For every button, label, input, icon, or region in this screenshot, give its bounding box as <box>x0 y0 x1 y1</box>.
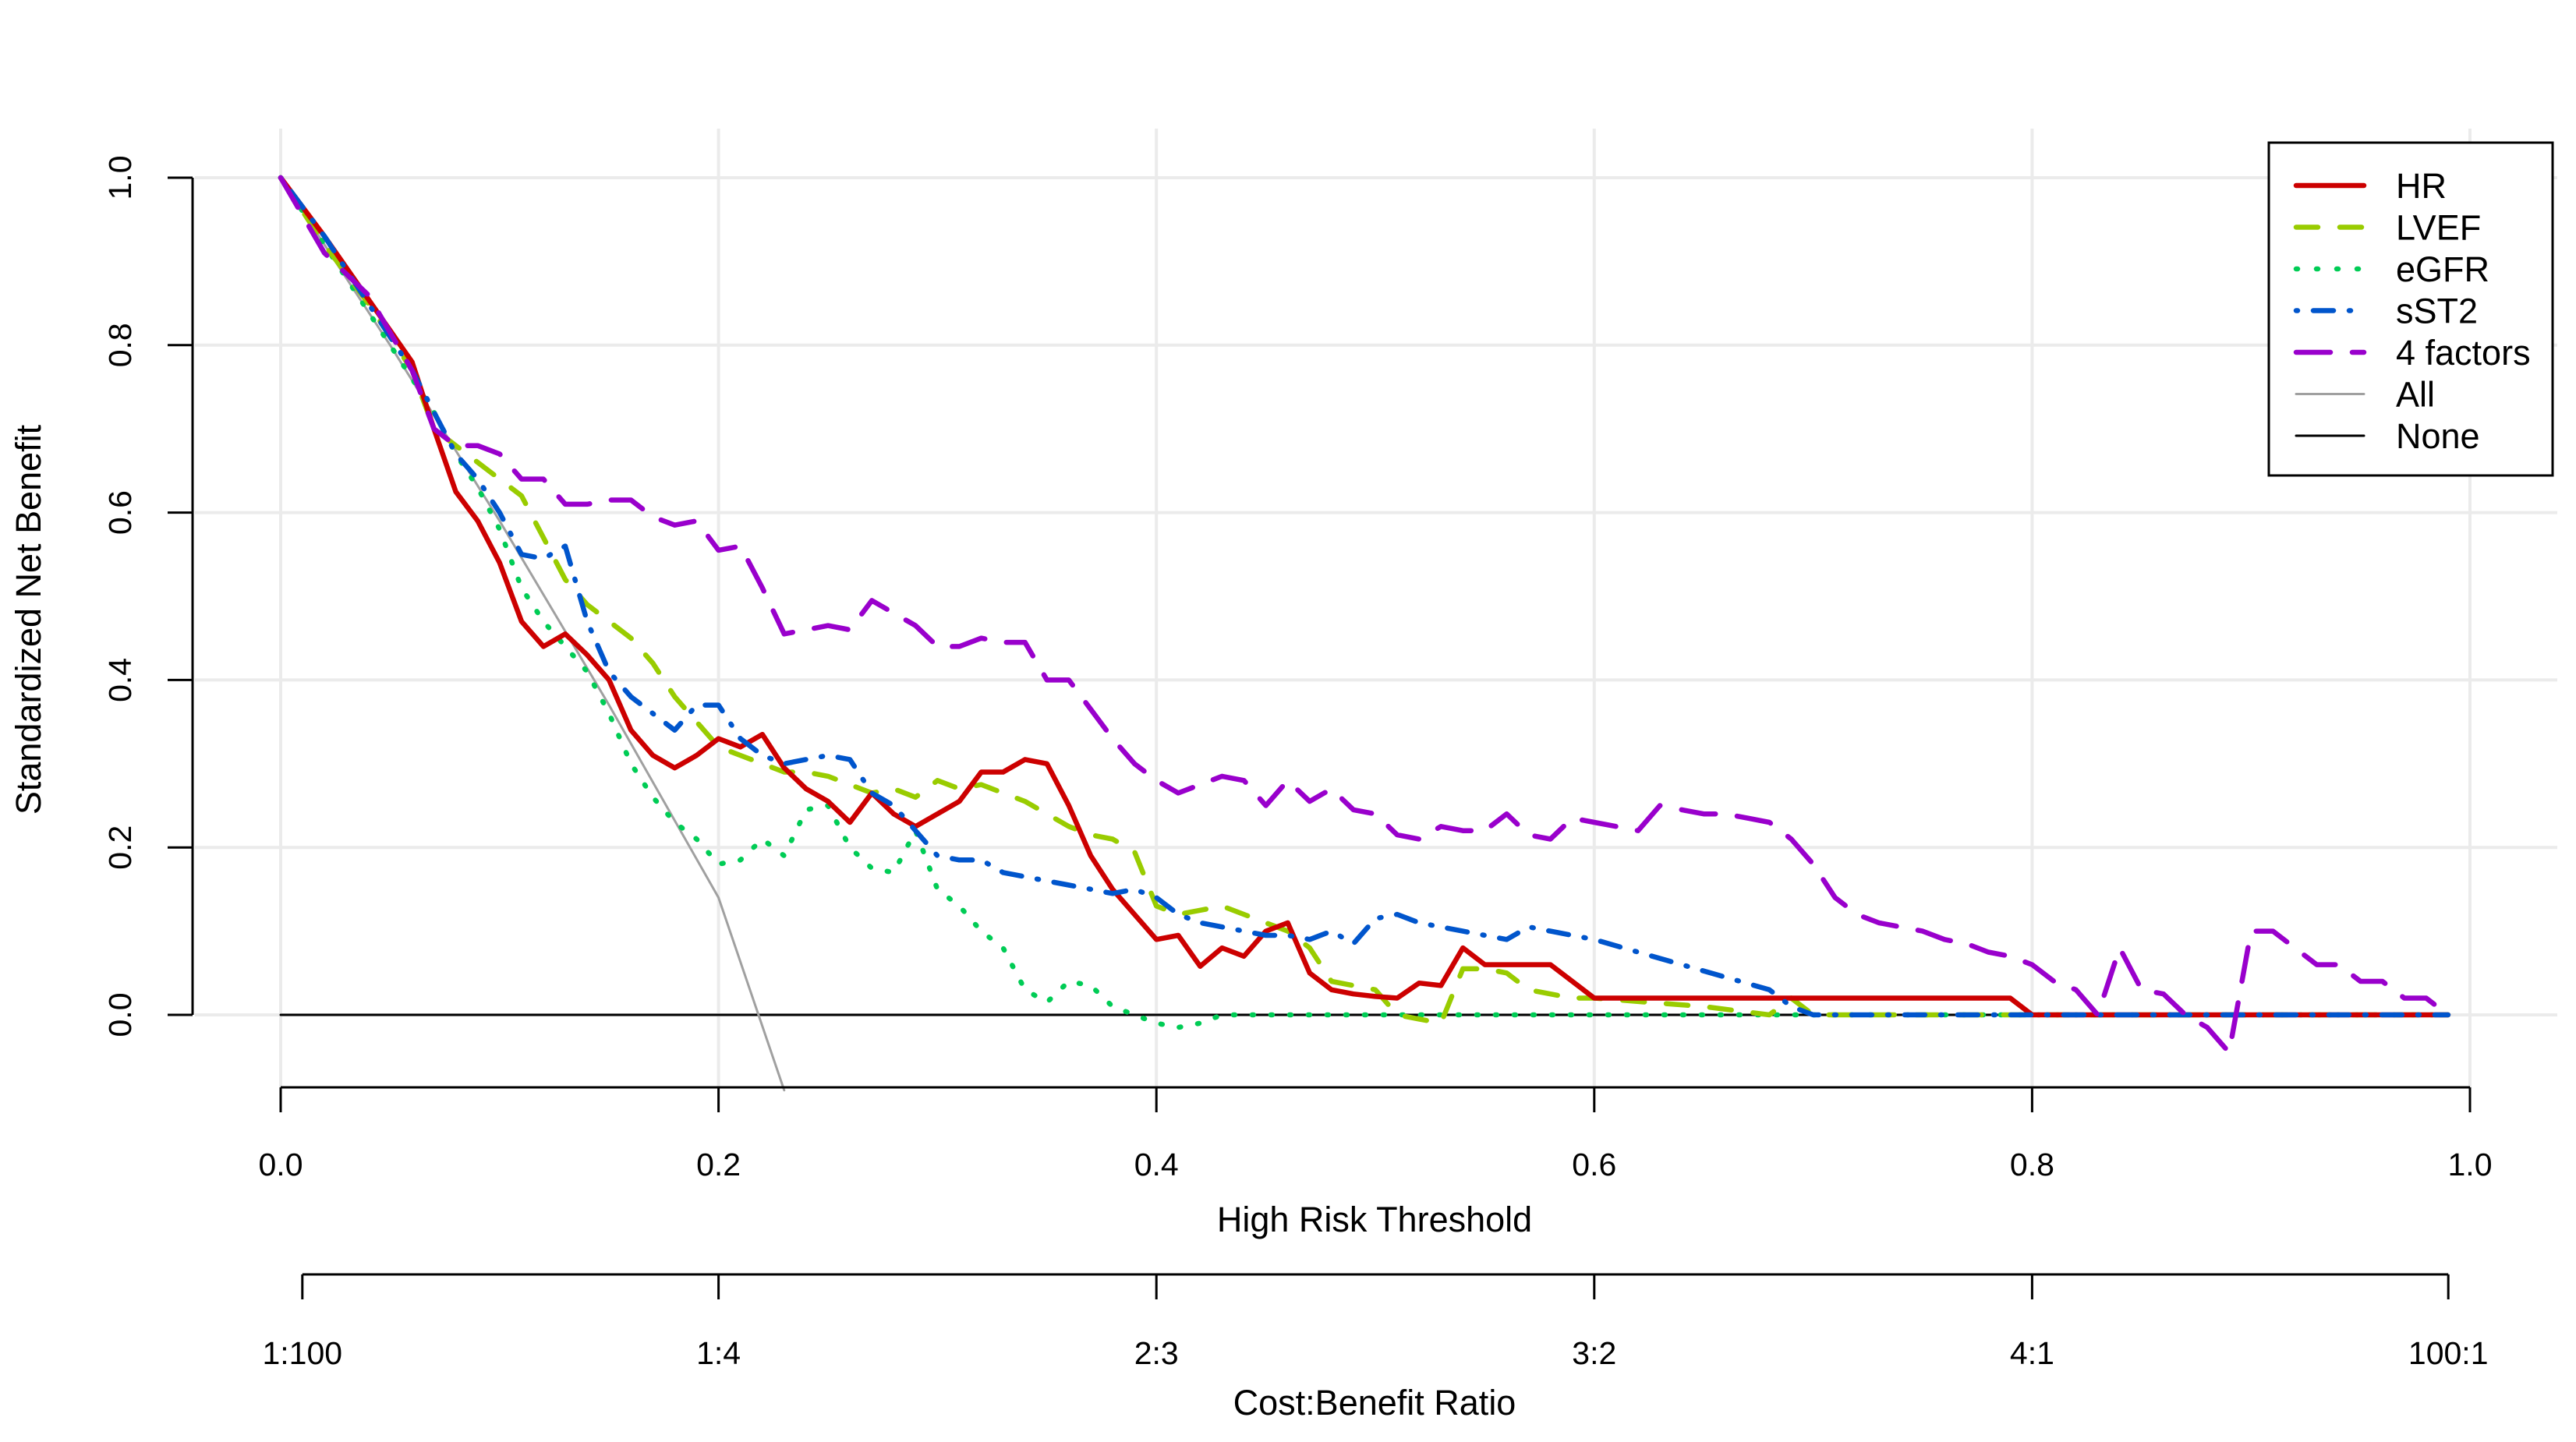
x-tick-label: 0.8 <box>2010 1147 2054 1182</box>
legend-label: eGFR <box>2396 249 2489 289</box>
cost-benefit-axis-title: Cost:Benefit Ratio <box>1233 1383 1516 1423</box>
series-line-lvef <box>278 175 2451 1026</box>
series-layer <box>278 175 2451 1092</box>
cost-benefit-tick-label: 100:1 <box>2408 1335 2489 1371</box>
x-axis-title: High Risk Threshold <box>1217 1200 1532 1239</box>
cost-benefit-axis: 1:100 1:4 2:3 3:2 4:1 100:1 <box>262 1273 2489 1371</box>
x-tick-label: 1.0 <box>2448 1147 2493 1182</box>
legend-label: HR <box>2396 166 2447 206</box>
series-line-sst2 <box>278 175 2451 1018</box>
cost-benefit-tick-label: 4:1 <box>2010 1335 2054 1371</box>
x-tick-label: 0.4 <box>1134 1147 1179 1182</box>
legend-label: sST2 <box>2396 292 2478 331</box>
legend-label: 4 factors <box>2396 333 2531 373</box>
grid-lines <box>195 129 2557 1087</box>
series-line-hr <box>278 175 2451 1018</box>
cost-benefit-tick-label: 2:3 <box>1134 1335 1179 1371</box>
y-tick-label: 0.4 <box>102 658 138 702</box>
y-tick-label: 1.0 <box>102 156 138 200</box>
x-axis: 0.0 0.2 0.4 0.6 0.8 1.0 <box>259 1086 2493 1182</box>
y-axis: 0.0 0.2 0.4 0.6 0.8 1.0 <box>102 156 194 1037</box>
cost-benefit-tick-label: 1:4 <box>696 1335 741 1371</box>
y-tick-label: 0.0 <box>102 993 138 1037</box>
series-line-4-factors <box>278 175 2451 1055</box>
x-tick-label: 0.0 <box>259 1147 303 1182</box>
legend-label: LVEF <box>2396 208 2481 248</box>
x-tick-label: 0.6 <box>1572 1147 1616 1182</box>
cost-benefit-tick-label: 3:2 <box>1572 1335 1616 1371</box>
legend-label: All <box>2396 375 2435 415</box>
cost-benefit-tick-label: 1:100 <box>262 1335 342 1371</box>
y-tick-label: 0.2 <box>102 825 138 870</box>
x-tick-label: 0.2 <box>696 1147 741 1182</box>
legend-label: None <box>2396 416 2480 456</box>
y-tick-label: 0.8 <box>102 323 138 367</box>
y-axis-title: Standardized Net Benefit <box>9 424 48 815</box>
series-line-egfr <box>278 175 2451 1030</box>
y-tick-label: 0.6 <box>102 490 138 535</box>
